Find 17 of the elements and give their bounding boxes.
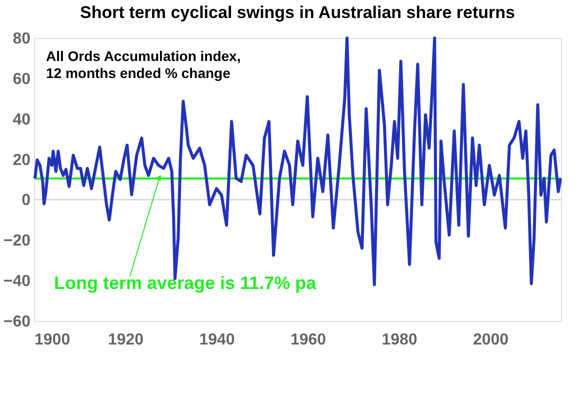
x-tick-label: 2000 — [472, 332, 509, 348]
y-tick-label: −20 — [3, 232, 31, 250]
y-tick-label: 40 — [12, 111, 31, 128]
x-tick-label: 1960 — [290, 332, 326, 348]
y-tick-label: −40 — [3, 273, 31, 290]
y-tick-label: 20 — [12, 152, 31, 169]
y-tick-label: 60 — [12, 70, 31, 88]
text: All Ords Accumulation index, 12 months ended % change — [46, 48, 241, 81]
y-tick-label: 0 — [22, 192, 31, 210]
ref-line-label: Long term average is 11.7% pa — [54, 273, 318, 293]
y-tick-label: −60 — [3, 314, 31, 330]
x-tick-label: 1940 — [199, 332, 235, 348]
x-tick-label: 1900 — [34, 332, 70, 348]
chart-title: Short term cyclical swings in Australian share returns — [80, 3, 515, 22]
y-tick-label: 80 — [12, 30, 31, 48]
x-tick-label: 1980 — [382, 332, 418, 348]
x-tick-label: 1920 — [108, 332, 144, 348]
